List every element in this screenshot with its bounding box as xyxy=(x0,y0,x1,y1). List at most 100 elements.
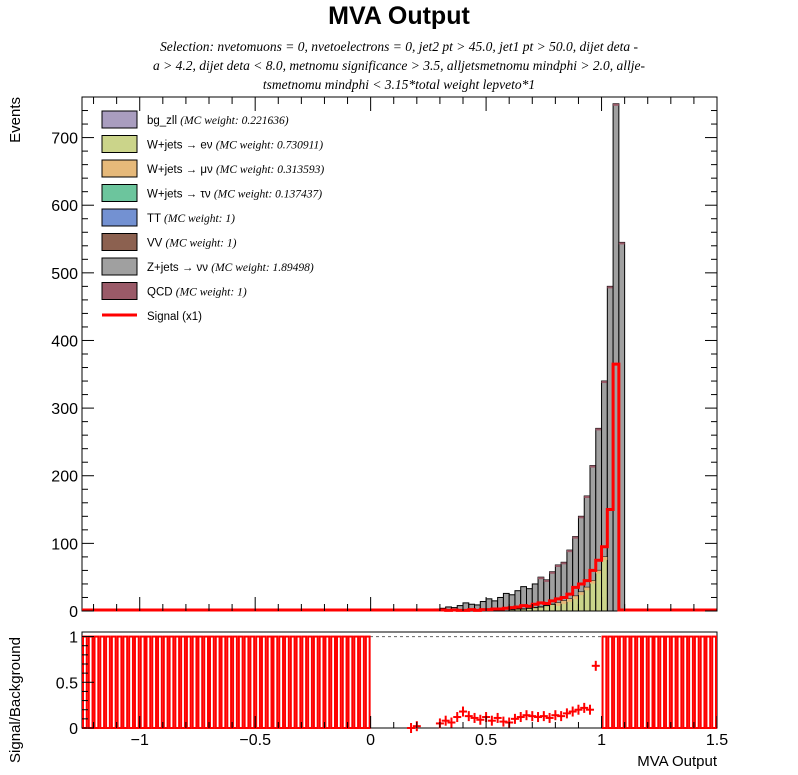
ratio-empty-bin xyxy=(330,635,336,729)
ratio-empty-bin xyxy=(601,635,608,729)
legend-swatch xyxy=(101,233,138,251)
ratio-empty-bin xyxy=(699,635,706,729)
ratio-panel: 0 0.5 1 −1 −0.5 0 0.5 1 1.5 Signal/Background MV… xyxy=(7,630,728,770)
ratio-empty-bin xyxy=(162,635,169,729)
legend-swatch xyxy=(101,282,138,300)
bar-qcd-top xyxy=(613,103,619,106)
ratio-empty-bin xyxy=(624,635,631,729)
legend-entry-label: TT (MC weight: 1) xyxy=(147,213,235,225)
y-tick-label: 400 xyxy=(51,333,78,350)
ratio-empty-bin xyxy=(353,635,360,729)
bar-wjets-enu xyxy=(595,569,603,612)
y-tick-label: 300 xyxy=(51,401,78,418)
x-tick-label: −1 xyxy=(131,732,149,749)
ratio-points xyxy=(82,635,718,733)
y-axis-label-events: Events xyxy=(7,97,24,143)
ratio-empty-bin xyxy=(607,635,614,729)
bar-wjets-munu-top xyxy=(555,602,562,606)
ratio-empty-bin xyxy=(128,635,134,729)
y-tick-label: 200 xyxy=(51,469,78,486)
ratio-empty-bin xyxy=(203,635,210,729)
ratio-empty-bin xyxy=(318,635,325,729)
ratio-empty-bin xyxy=(255,635,261,729)
ratio-empty-bin xyxy=(139,635,146,729)
ratio-empty-bin xyxy=(99,635,106,729)
ratio-empty-bin xyxy=(705,635,712,729)
bar-qcd-top xyxy=(543,579,550,582)
bar-wjets-munu-top xyxy=(584,587,590,591)
ratio-empty-bin xyxy=(359,635,365,729)
ratio-empty-bin xyxy=(260,635,267,729)
ratio-empty-bin xyxy=(630,635,637,729)
bar-wjets-munu-top xyxy=(566,598,573,602)
legend-swatch xyxy=(101,184,138,202)
legend-swatch xyxy=(101,257,138,276)
ratio-empty-bin xyxy=(185,635,192,729)
bar-qcd-top xyxy=(584,496,590,499)
legend-entry-weight: (MC weight: 0.221636) xyxy=(180,115,288,127)
bar-wjets-enu xyxy=(526,607,533,612)
legend-entry-label: Signal (x1) xyxy=(147,311,202,323)
ratio-empty-bin xyxy=(653,635,660,729)
x-axis-label: MVA Output xyxy=(637,753,718,770)
bar-qcd-top xyxy=(572,536,579,539)
legend-entry-weight: (MC weight: 0.137437) xyxy=(214,189,322,201)
legend-entry-weight: (MC weight: 1) xyxy=(166,238,237,250)
ratio-empty-bin xyxy=(226,635,233,729)
legend-swatch xyxy=(101,159,138,178)
ratio-empty-bin xyxy=(301,635,308,729)
ratio-empty-bin xyxy=(284,635,290,729)
legend-entry-label: VV (MC weight: 1) xyxy=(147,238,237,250)
ratio-empty-bin xyxy=(688,635,694,729)
bar-qcd-top xyxy=(618,242,625,245)
bar-qcd-top xyxy=(590,465,596,468)
y-tick-label: 600 xyxy=(51,198,78,215)
bar-wjets-enu xyxy=(601,556,608,612)
selection-line-3: tsmetnomu mindphi < 3.15*total weight le… xyxy=(263,77,535,92)
bar-wjets-munu-top xyxy=(601,556,608,560)
legend-entry-label: bg_zll (MC weight: 0.221636) xyxy=(147,115,289,127)
legend-swatch xyxy=(101,135,138,153)
bar-wjets-enu xyxy=(543,605,551,612)
chart-title-group: MVA Output Selection: nvetomuons = 0, nv… xyxy=(153,2,646,92)
ratio-empty-bin xyxy=(180,635,186,729)
ratio-empty-bin xyxy=(618,635,625,729)
ratio-empty-bin xyxy=(272,635,279,729)
legend-entry-label: QCD (MC weight: 1) xyxy=(147,287,247,299)
ratio-empty-bin xyxy=(324,635,331,729)
ratio-empty-bin xyxy=(174,635,181,729)
y-tick-label: 0 xyxy=(69,604,78,621)
ratio-y-tick-label: 0.5 xyxy=(56,675,78,692)
ratio-empty-bin xyxy=(197,635,204,729)
x-tick-label: 1 xyxy=(597,732,606,749)
ratio-empty-bin xyxy=(364,635,371,729)
ratio-empty-bin xyxy=(266,635,273,729)
legend-entry-label: W+jets → μν (MC weight: 0.313593) xyxy=(147,164,324,176)
ratio-empty-bin xyxy=(243,635,250,729)
ratio-y-tick-label: 0 xyxy=(69,721,78,738)
bar-wjets-enu xyxy=(531,607,539,612)
ratio-empty-bin xyxy=(665,635,671,729)
bar-qcd-top xyxy=(595,428,602,431)
bar-wjets-enu xyxy=(520,608,528,612)
bar-qcd-top xyxy=(578,516,585,519)
bar-wjets-enu xyxy=(583,586,591,612)
ratio-empty-bin xyxy=(116,635,123,729)
ratio-empty-bin xyxy=(341,635,348,729)
ratio-empty-bin xyxy=(659,635,666,729)
bar-zjets-nunu xyxy=(537,576,545,612)
x-tick-label: 0 xyxy=(366,732,375,749)
ratio-axes: 0 0.5 1 −1 −0.5 0 0.5 1 1.5 xyxy=(56,630,728,749)
ratio-empty-bin xyxy=(289,635,296,729)
bar-wjets-munu-top xyxy=(572,596,579,600)
bar-wjets-enu xyxy=(537,606,545,612)
ratio-empty-bin xyxy=(191,635,198,729)
ratio-empty-bin xyxy=(636,635,642,729)
ratio-empty-bin xyxy=(278,635,285,729)
legend-swatch xyxy=(101,208,138,227)
ratio-empty-bin xyxy=(232,635,238,729)
bar-wjets-enu xyxy=(549,603,556,612)
bar-wjets-enu xyxy=(508,609,516,612)
ratio-empty-bin xyxy=(220,635,227,729)
